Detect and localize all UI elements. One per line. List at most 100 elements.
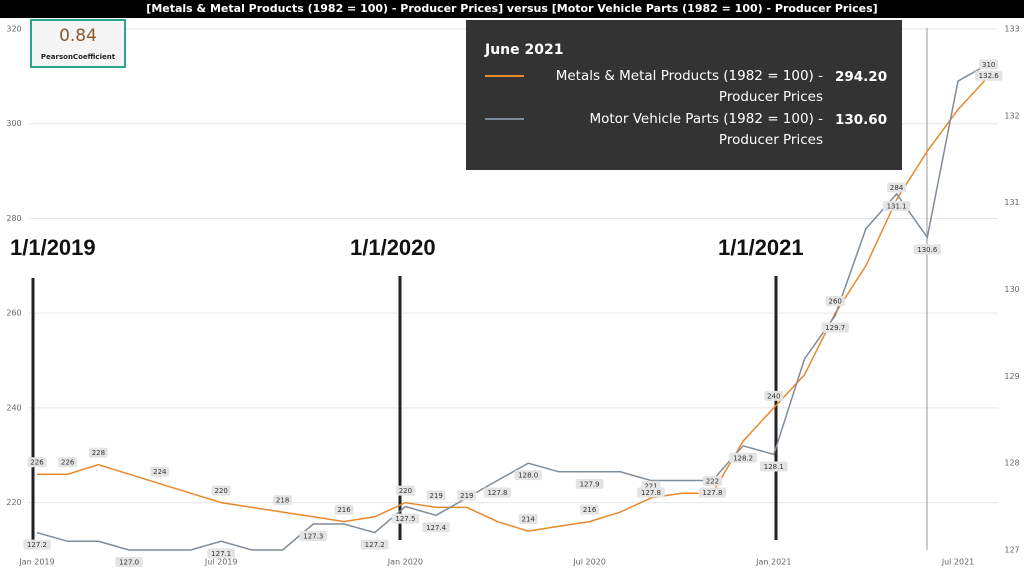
data-label-bg xyxy=(23,539,51,550)
data-label: 127.1 xyxy=(211,550,231,558)
y-tick-label: 280 xyxy=(6,214,21,223)
y2-tick-label: 130 xyxy=(1004,285,1019,294)
data-label: 130.6 xyxy=(917,246,938,254)
data-label: 220 xyxy=(399,487,412,495)
y-tick-label: 240 xyxy=(6,403,21,412)
data-label-bg xyxy=(115,557,143,567)
data-label-bg xyxy=(518,514,538,525)
data-label-bg xyxy=(426,490,446,501)
data-label: 216 xyxy=(337,506,351,514)
data-label: 284 xyxy=(890,184,904,192)
data-label: 131.1 xyxy=(887,202,907,210)
data-label-bg xyxy=(334,504,354,515)
chart-title: [Metals & Metal Products (1982 = 100) - … xyxy=(146,2,877,15)
data-label-bg xyxy=(395,485,415,496)
annotation: 1/1/2021 xyxy=(718,235,804,260)
tooltip-name: Motor Vehicle Parts (1982 = 100) - Produ… xyxy=(589,111,823,148)
x-tick-label: Jul 2020 xyxy=(572,558,606,567)
data-label: 310 xyxy=(982,61,995,69)
data-label: 128.0 xyxy=(518,472,538,480)
data-label: 228 xyxy=(92,449,105,457)
data-label-bg xyxy=(887,182,907,193)
data-label-bg xyxy=(273,495,293,506)
data-label-bg xyxy=(207,548,235,559)
data-label: 224 xyxy=(153,468,167,476)
data-label: 127.2 xyxy=(27,541,47,549)
data-label-bg xyxy=(702,476,722,487)
data-label: 219 xyxy=(460,492,473,500)
data-label: 127.8 xyxy=(641,489,661,497)
data-label-bg xyxy=(58,457,78,468)
card-label: PearsonCoefficient xyxy=(41,53,116,61)
data-label-bg xyxy=(913,244,942,255)
data-label: 214 xyxy=(522,516,536,524)
y-tick-label: 300 xyxy=(6,119,21,128)
y2-tick-label: 129 xyxy=(1004,372,1019,381)
y2-tick-label: 132 xyxy=(1004,111,1019,120)
data-label-bg xyxy=(760,461,788,472)
data-label: 129.7 xyxy=(825,324,845,332)
data-label-bg xyxy=(422,522,450,533)
data-label: 127.8 xyxy=(702,489,722,497)
data-label: 226 xyxy=(61,459,75,467)
data-label-bg xyxy=(360,539,389,550)
data-label-bg xyxy=(88,447,108,458)
tooltip-box xyxy=(466,20,902,170)
data-label: 226 xyxy=(30,459,44,467)
annotation: 1/1/2020 xyxy=(350,235,436,260)
data-label: 218 xyxy=(276,497,289,505)
data-label: 127.5 xyxy=(395,515,415,523)
data-label: 221 xyxy=(644,482,657,490)
card-value: 0.84 xyxy=(59,26,97,46)
data-label: 240 xyxy=(767,392,780,400)
data-label-bg xyxy=(764,390,784,401)
data-label: 128.1 xyxy=(764,463,784,471)
tooltip-value: 294.20 xyxy=(835,69,887,85)
data-label: 127.0 xyxy=(119,559,139,567)
data-label: 216 xyxy=(583,506,597,514)
data-label-bg xyxy=(580,504,600,515)
tooltip-title: June 2021 xyxy=(484,42,563,58)
x-tick-label: Jan 2019 xyxy=(18,558,54,567)
data-label: 222 xyxy=(706,478,719,486)
data-label-bg xyxy=(729,452,757,463)
data-label-bg xyxy=(457,490,477,501)
x-tick-label: Jul 2021 xyxy=(941,558,975,567)
annotation: 1/1/2019 xyxy=(10,235,96,260)
y-tick-label: 220 xyxy=(6,498,21,507)
data-label-bg xyxy=(150,466,170,477)
data-label: 128.2 xyxy=(733,454,753,462)
data-label: 219 xyxy=(429,492,442,500)
y-tick-label: 320 xyxy=(6,25,21,34)
y2-tick-label: 127 xyxy=(1004,546,1019,555)
card-frame xyxy=(30,19,126,68)
data-label: 127.2 xyxy=(365,541,385,549)
tooltip-value: 130.60 xyxy=(835,112,887,128)
data-label-bg xyxy=(698,487,727,498)
y-tick-label: 260 xyxy=(6,309,21,318)
data-label: 127.9 xyxy=(580,480,600,488)
data-label: 132.6 xyxy=(979,72,1000,80)
data-label-bg xyxy=(483,487,512,498)
y2-tick-label: 128 xyxy=(1004,459,1019,468)
data-label: 127.3 xyxy=(303,532,323,540)
title-bar xyxy=(0,0,1024,18)
x-tick-label: Jan 2020 xyxy=(387,558,423,567)
data-label-bg xyxy=(211,485,231,496)
data-label-bg xyxy=(882,200,911,211)
data-label-bg xyxy=(637,487,665,498)
data-label-bg xyxy=(514,470,542,481)
tooltip-name: Metals & Metal Products (1982 = 100) - P… xyxy=(556,68,823,105)
data-label-bg xyxy=(825,296,845,307)
data-label-bg xyxy=(821,322,849,333)
y2-tick-label: 131 xyxy=(1004,198,1019,207)
data-label-bg xyxy=(299,530,328,541)
y2-tick-label: 133 xyxy=(1004,25,1019,34)
data-label-bg xyxy=(27,457,47,468)
data-label-bg xyxy=(575,478,604,489)
data-label: 260 xyxy=(829,298,842,306)
tooltip-name: Motor Vehicle Parts (1982 = 100) - Produ… xyxy=(589,111,823,148)
data-label: 220 xyxy=(215,487,228,495)
